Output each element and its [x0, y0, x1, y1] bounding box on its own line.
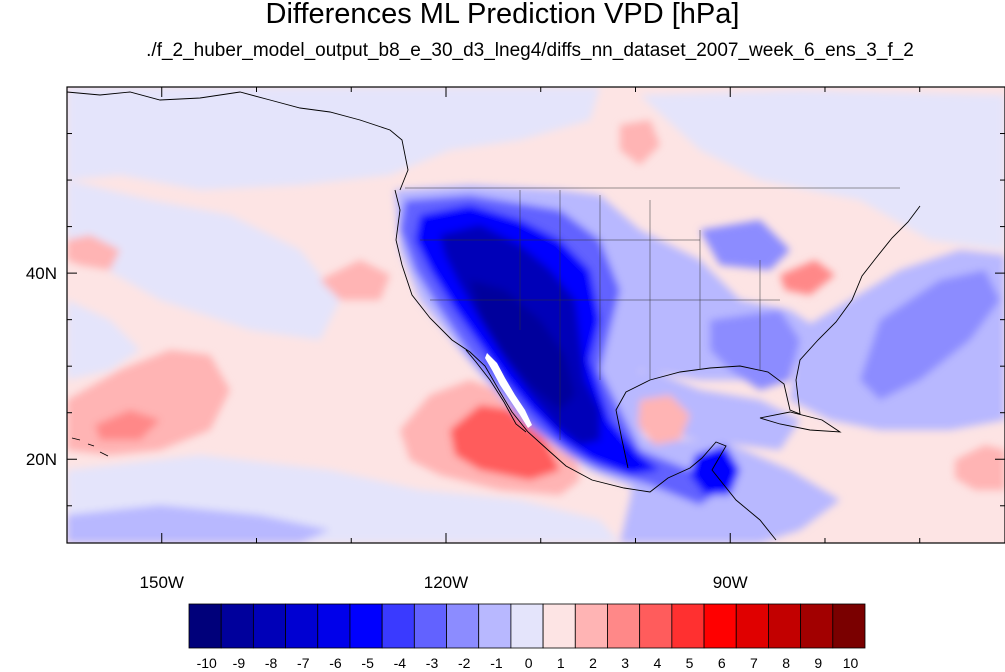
- colorbar-label: -2: [458, 655, 471, 671]
- colorbar-label: 2: [589, 655, 597, 671]
- colorbar-swatch: [478, 603, 512, 649]
- colorbar-label: -6: [329, 655, 342, 671]
- colorbar-swatch: [446, 603, 480, 649]
- colorbar-label: 3: [621, 655, 629, 671]
- hawaii-positive-core: [95, 410, 160, 440]
- colorbar-swatch: [671, 603, 705, 649]
- great-lakes-negative: [700, 220, 790, 270]
- west-pacific-positive: [67, 235, 120, 270]
- east-atlantic-positive: [955, 445, 1005, 490]
- plot-frame: [66, 86, 1005, 544]
- colorbar-label: -8: [265, 655, 278, 671]
- plot-subtitle: ./f_2_huber_model_output_b8_e_30_d3_lneg…: [146, 40, 914, 61]
- colorbar: -10 -9 -8 -7 -6 -5 -4 -3 -2 -1 0 1 2 3 4 5 6 7 8 9 10: [188, 603, 866, 671]
- north-pacific-negative-2: [67, 180, 340, 340]
- gulf-positive: [638, 395, 690, 445]
- colorbar-swatch: [574, 603, 608, 649]
- alaska-coastline: [67, 91, 409, 191]
- coastlines: [67, 91, 921, 541]
- state-borders: [405, 187, 900, 440]
- lon-tick-label: 90W: [713, 573, 748, 592]
- colorbar-label: -1: [490, 655, 503, 671]
- colorbar-swatch: [832, 603, 866, 649]
- gulf-of-california: [485, 353, 532, 428]
- colorbar-swatch: [188, 603, 222, 649]
- baja-offshore-positive-core: [450, 405, 560, 480]
- colorbar-swatch: [703, 603, 737, 649]
- colorbar-swatch: [413, 603, 447, 649]
- lon-tick-label: 150W: [140, 573, 184, 592]
- colorbar-swatch: [317, 603, 351, 649]
- colorbar-label: -5: [361, 655, 374, 671]
- colorbar-swatch: [639, 603, 673, 649]
- axis-ticks: [66, 86, 1005, 543]
- colorbar-swatch: [735, 603, 769, 649]
- lon-tick-label: 120W: [424, 573, 468, 592]
- baja-coastline: [465, 349, 527, 433]
- colorbar-label: 0: [525, 655, 533, 671]
- southeast-negative: [710, 310, 800, 390]
- colorbar-label: 7: [750, 655, 758, 671]
- north-pacific-negative-3: [67, 300, 140, 380]
- colorbar-label: 8: [782, 655, 790, 671]
- colorbar-swatch: [607, 603, 641, 649]
- colorbar-swatch: [220, 603, 254, 649]
- colorbar-swatch: [768, 603, 802, 649]
- map-field: [67, 87, 1005, 543]
- colorbar-label: -10: [197, 655, 217, 671]
- colorbar-swatch: [510, 603, 544, 649]
- mexico-negative-max: [470, 280, 575, 410]
- tropical-band-negative-2: [67, 505, 330, 543]
- colorbar-label: 10: [843, 655, 859, 671]
- colorbar-label: 1: [557, 655, 565, 671]
- north-atlantic-negative: [640, 90, 1005, 250]
- gulf-coastline: [615, 205, 921, 469]
- colorbar-label: -7: [297, 655, 310, 671]
- colorbar-swatch: [349, 603, 383, 649]
- plot-title: Differences ML Prediction VPD [hPa]: [265, 0, 740, 30]
- colorbar-label: -3: [426, 655, 439, 671]
- colorbar-swatch: [800, 603, 834, 649]
- colorbar-swatch: [542, 603, 576, 649]
- colorbar-label: -4: [394, 655, 407, 671]
- colorbar-label: 5: [686, 655, 694, 671]
- north-pacific-negative: [67, 87, 600, 190]
- north-america-coastline: [394, 189, 777, 541]
- lat-tick-label: 20N: [26, 450, 57, 469]
- east-pacific-positive: [320, 260, 390, 300]
- field-anomalies: [67, 87, 1005, 543]
- lat-tick-label: 40N: [26, 264, 57, 283]
- hawaii-islands: [71, 437, 109, 457]
- axis-tick-labels: 150W 120W 90W 40N 20N: [26, 264, 748, 592]
- cuba: [759, 411, 842, 433]
- colorbar-label: 9: [814, 655, 822, 671]
- colorbar-swatch: [381, 603, 415, 649]
- atlantic-negative-core: [860, 270, 1000, 400]
- colorbar-swatch: [285, 603, 319, 649]
- colorbar-label: 4: [653, 655, 661, 671]
- alaska-positive: [620, 120, 660, 165]
- colorbar-label: -9: [233, 655, 246, 671]
- colorbar-swatch: [252, 603, 286, 649]
- ohio-valley-positive: [780, 260, 835, 295]
- colorbar-label: 6: [718, 655, 726, 671]
